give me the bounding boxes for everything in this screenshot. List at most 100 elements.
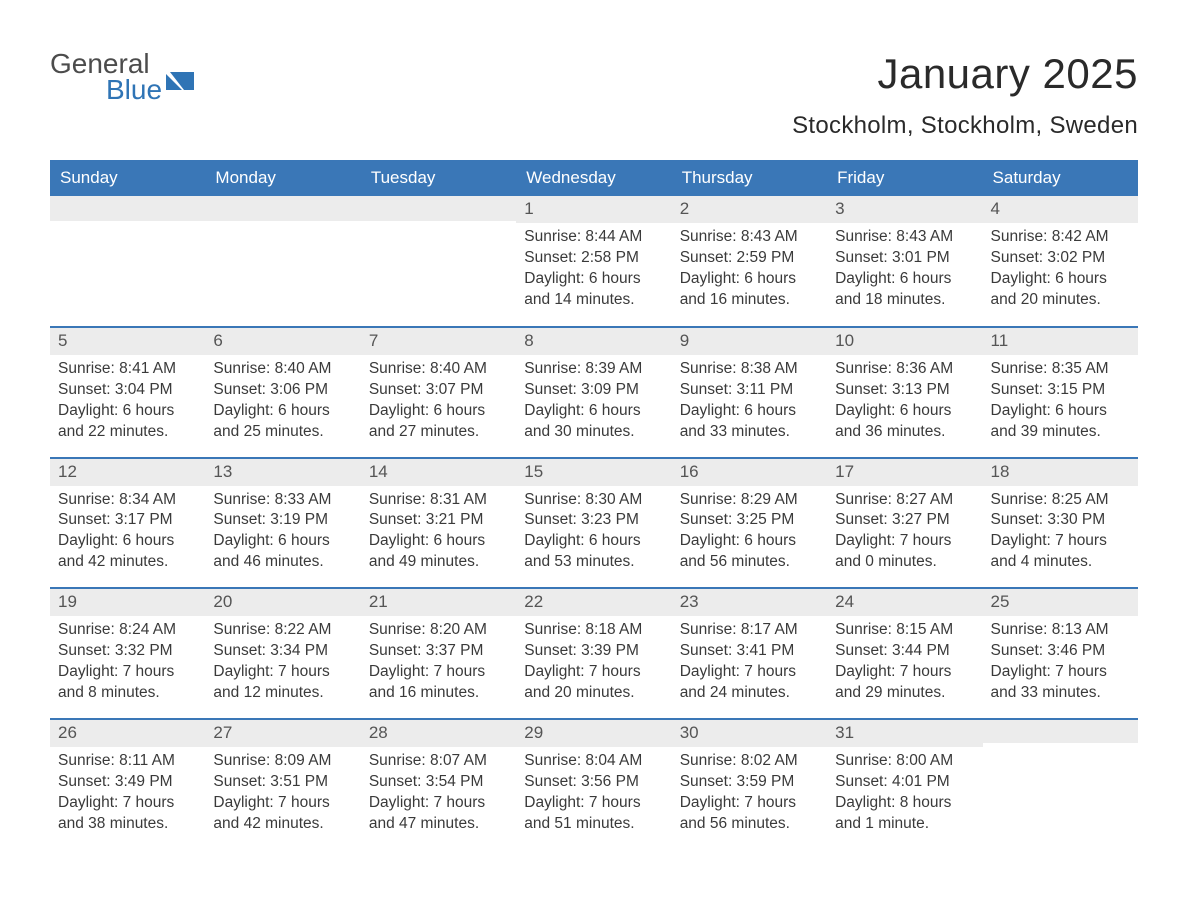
day-body: Sunrise: 8:25 AMSunset: 3:30 PMDaylight:… <box>983 486 1138 588</box>
calendar-day <box>361 196 516 326</box>
day-body: Sunrise: 8:15 AMSunset: 3:44 PMDaylight:… <box>827 616 982 718</box>
calendar-day: 20Sunrise: 8:22 AMSunset: 3:34 PMDayligh… <box>205 587 360 718</box>
day-line: Daylight: 6 hours <box>680 531 819 552</box>
day-line: and 16 minutes. <box>680 290 819 311</box>
day-line: Sunset: 4:01 PM <box>835 772 974 793</box>
calendar-day: 2Sunrise: 8:43 AMSunset: 2:59 PMDaylight… <box>672 196 827 326</box>
day-number <box>361 196 516 221</box>
day-line: Sunrise: 8:41 AM <box>58 359 197 380</box>
day-line: and 22 minutes. <box>58 422 197 443</box>
day-line: Sunset: 3:11 PM <box>680 380 819 401</box>
calendar-day: 31Sunrise: 8:00 AMSunset: 4:01 PMDayligh… <box>827 718 982 849</box>
day-number: 6 <box>205 326 360 355</box>
calendar-header-cell: Tuesday <box>361 160 516 196</box>
day-line: Sunset: 3:02 PM <box>991 248 1130 269</box>
calendar-day: 22Sunrise: 8:18 AMSunset: 3:39 PMDayligh… <box>516 587 671 718</box>
day-body: Sunrise: 8:00 AMSunset: 4:01 PMDaylight:… <box>827 747 982 849</box>
day-number: 25 <box>983 587 1138 616</box>
calendar-day: 28Sunrise: 8:07 AMSunset: 3:54 PMDayligh… <box>361 718 516 849</box>
day-line: Sunrise: 8:35 AM <box>991 359 1130 380</box>
day-number: 20 <box>205 587 360 616</box>
calendar-day: 23Sunrise: 8:17 AMSunset: 3:41 PMDayligh… <box>672 587 827 718</box>
day-line: Sunrise: 8:18 AM <box>524 620 663 641</box>
title-block: January 2025 Stockholm, Stockholm, Swede… <box>792 50 1138 154</box>
day-number: 31 <box>827 718 982 747</box>
logo: General Blue <box>50 50 198 104</box>
day-line: and 29 minutes. <box>835 683 974 704</box>
day-number: 8 <box>516 326 671 355</box>
day-line: Daylight: 6 hours <box>991 269 1130 290</box>
day-line: Sunset: 3:17 PM <box>58 510 197 531</box>
day-body: Sunrise: 8:41 AMSunset: 3:04 PMDaylight:… <box>50 355 205 457</box>
day-body <box>361 221 516 239</box>
day-body: Sunrise: 8:04 AMSunset: 3:56 PMDaylight:… <box>516 747 671 849</box>
day-number: 4 <box>983 196 1138 223</box>
day-line: Daylight: 7 hours <box>991 531 1130 552</box>
day-line: and 42 minutes. <box>58 552 197 573</box>
day-number: 12 <box>50 457 205 486</box>
day-body: Sunrise: 8:40 AMSunset: 3:06 PMDaylight:… <box>205 355 360 457</box>
day-body: Sunrise: 8:09 AMSunset: 3:51 PMDaylight:… <box>205 747 360 849</box>
calendar-week: 1Sunrise: 8:44 AMSunset: 2:58 PMDaylight… <box>50 196 1138 326</box>
day-line: Sunrise: 8:44 AM <box>524 227 663 248</box>
day-number: 2 <box>672 196 827 223</box>
day-number: 28 <box>361 718 516 747</box>
calendar-day: 21Sunrise: 8:20 AMSunset: 3:37 PMDayligh… <box>361 587 516 718</box>
day-line: Sunset: 3:19 PM <box>213 510 352 531</box>
day-line: and 4 minutes. <box>991 552 1130 573</box>
day-number: 14 <box>361 457 516 486</box>
day-line: Sunset: 2:59 PM <box>680 248 819 269</box>
calendar-week: 19Sunrise: 8:24 AMSunset: 3:32 PMDayligh… <box>50 587 1138 718</box>
day-number <box>205 196 360 221</box>
calendar-day: 1Sunrise: 8:44 AMSunset: 2:58 PMDaylight… <box>516 196 671 326</box>
day-line: and 12 minutes. <box>213 683 352 704</box>
day-line: Sunset: 3:39 PM <box>524 641 663 662</box>
calendar-week: 12Sunrise: 8:34 AMSunset: 3:17 PMDayligh… <box>50 457 1138 588</box>
calendar-header-cell: Saturday <box>983 160 1138 196</box>
day-number: 18 <box>983 457 1138 486</box>
day-line: Daylight: 6 hours <box>524 531 663 552</box>
location-subtitle: Stockholm, Stockholm, Sweden <box>792 112 1138 140</box>
day-line: Sunset: 3:54 PM <box>369 772 508 793</box>
day-body: Sunrise: 8:18 AMSunset: 3:39 PMDaylight:… <box>516 616 671 718</box>
day-body <box>205 221 360 239</box>
day-line: Sunrise: 8:43 AM <box>680 227 819 248</box>
day-body: Sunrise: 8:44 AMSunset: 2:58 PMDaylight:… <box>516 223 671 325</box>
day-line: Sunset: 2:58 PM <box>524 248 663 269</box>
logo-text: General Blue <box>50 50 162 104</box>
day-line: Sunrise: 8:13 AM <box>991 620 1130 641</box>
day-line: Sunset: 3:46 PM <box>991 641 1130 662</box>
day-line: Sunset: 3:27 PM <box>835 510 974 531</box>
day-line: and 20 minutes. <box>524 683 663 704</box>
day-line: Daylight: 6 hours <box>524 401 663 422</box>
day-line: Sunrise: 8:40 AM <box>213 359 352 380</box>
day-line: Daylight: 7 hours <box>524 793 663 814</box>
day-line: Daylight: 6 hours <box>991 401 1130 422</box>
day-line: Daylight: 7 hours <box>369 793 508 814</box>
day-number <box>983 718 1138 743</box>
day-body: Sunrise: 8:30 AMSunset: 3:23 PMDaylight:… <box>516 486 671 588</box>
day-number: 17 <box>827 457 982 486</box>
day-line: Sunrise: 8:24 AM <box>58 620 197 641</box>
day-line: Sunrise: 8:39 AM <box>524 359 663 380</box>
calendar-day: 13Sunrise: 8:33 AMSunset: 3:19 PMDayligh… <box>205 457 360 588</box>
day-line: and 38 minutes. <box>58 814 197 835</box>
day-body: Sunrise: 8:29 AMSunset: 3:25 PMDaylight:… <box>672 486 827 588</box>
day-line: and 14 minutes. <box>524 290 663 311</box>
calendar-day <box>50 196 205 326</box>
day-line: and 56 minutes. <box>680 814 819 835</box>
day-number: 5 <box>50 326 205 355</box>
calendar-header-cell: Thursday <box>672 160 827 196</box>
calendar-header-cell: Sunday <box>50 160 205 196</box>
day-number: 16 <box>672 457 827 486</box>
day-line: Daylight: 6 hours <box>369 531 508 552</box>
day-body: Sunrise: 8:13 AMSunset: 3:46 PMDaylight:… <box>983 616 1138 718</box>
day-number: 26 <box>50 718 205 747</box>
calendar-day: 3Sunrise: 8:43 AMSunset: 3:01 PMDaylight… <box>827 196 982 326</box>
day-line: Daylight: 7 hours <box>680 793 819 814</box>
day-line: Sunset: 3:34 PM <box>213 641 352 662</box>
calendar-day: 12Sunrise: 8:34 AMSunset: 3:17 PMDayligh… <box>50 457 205 588</box>
day-line: and 25 minutes. <box>213 422 352 443</box>
day-body: Sunrise: 8:43 AMSunset: 3:01 PMDaylight:… <box>827 223 982 325</box>
day-line: Sunset: 3:06 PM <box>213 380 352 401</box>
